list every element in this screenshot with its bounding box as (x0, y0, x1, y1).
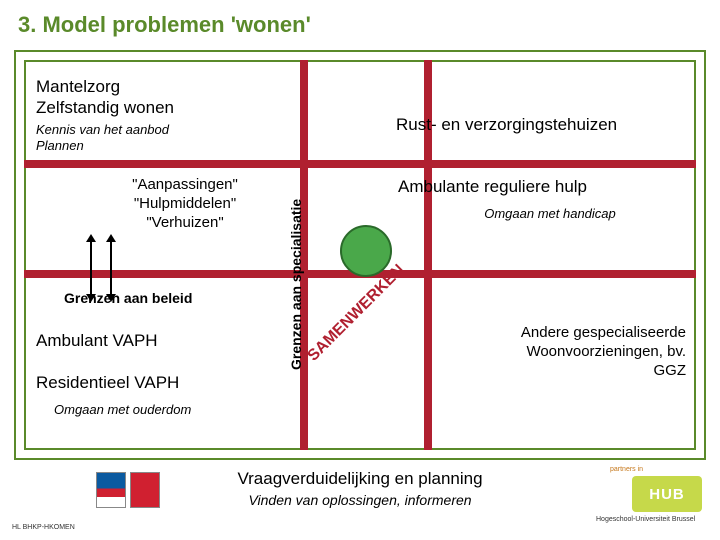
omgaan-ouderdom-label: Omgaan met ouderdom (54, 402, 191, 418)
hoge-label: Hogeschool-Universiteit Brussel (596, 516, 695, 525)
andere-line2: Woonvoorzieningen, bv. (526, 343, 686, 360)
ambulante-label: Ambulante reguliere hulp (398, 176, 587, 197)
midblock-line2: "Hulpmiddelen" (134, 195, 236, 212)
grenzen-beleid-label: Grenzen aan beleid (64, 290, 192, 308)
andere-line1: Andere gespecialiseerde (521, 324, 686, 341)
midblock: "Aanpassingen" "Hulpmiddelen" "Verhuizen… (100, 176, 270, 232)
mantelzorg-line2: Zelfstandig wonen (36, 98, 174, 117)
partners-label: partners in (610, 466, 643, 475)
logo-hub-text: HUB (649, 486, 685, 503)
double-arrow-1 (90, 240, 92, 296)
vinden-label: Vinden van oplossingen, informeren (140, 492, 580, 510)
logo-hub: HUB (632, 476, 702, 512)
grenzen-specialisatie-label: Grenzen aan specialisatie (288, 199, 306, 370)
logo-ehsal (130, 472, 160, 508)
double-arrow-2 (110, 240, 112, 296)
logo-ku (96, 472, 126, 508)
residentieel-vaph-label: Residentieel VAPH (36, 372, 179, 393)
kennis-line2: Plannen (36, 138, 84, 153)
rust-label: Rust- en verzorgingstehuizen (396, 114, 617, 135)
omgaan-handicap-label: Omgaan met handicap (440, 206, 660, 222)
center-circle (340, 225, 392, 277)
page-title: 3. Model problemen 'wonen' (18, 12, 311, 38)
vraag-label: Vraagverduidelijking en planning (140, 468, 580, 489)
midblock-line3: "Verhuizen" (146, 214, 223, 231)
mantelzorg-block: Mantelzorg Zelfstandig wonen (36, 76, 174, 119)
kennis-line1: Kennis van het aanbod (36, 122, 169, 137)
grid-bar-h1 (24, 160, 696, 168)
andere-block: Andere gespecialiseerde Woonvoorzieninge… (440, 324, 686, 380)
corner-code: HL BHKP-HKOMEN (12, 524, 75, 533)
mantelzorg-line1: Mantelzorg (36, 77, 120, 96)
ambulant-vaph-label: Ambulant VAPH (36, 330, 158, 351)
kennis-block: Kennis van het aanbod Plannen (36, 122, 169, 155)
andere-line3: GGZ (654, 362, 687, 379)
midblock-line1: "Aanpassingen" (132, 176, 238, 193)
